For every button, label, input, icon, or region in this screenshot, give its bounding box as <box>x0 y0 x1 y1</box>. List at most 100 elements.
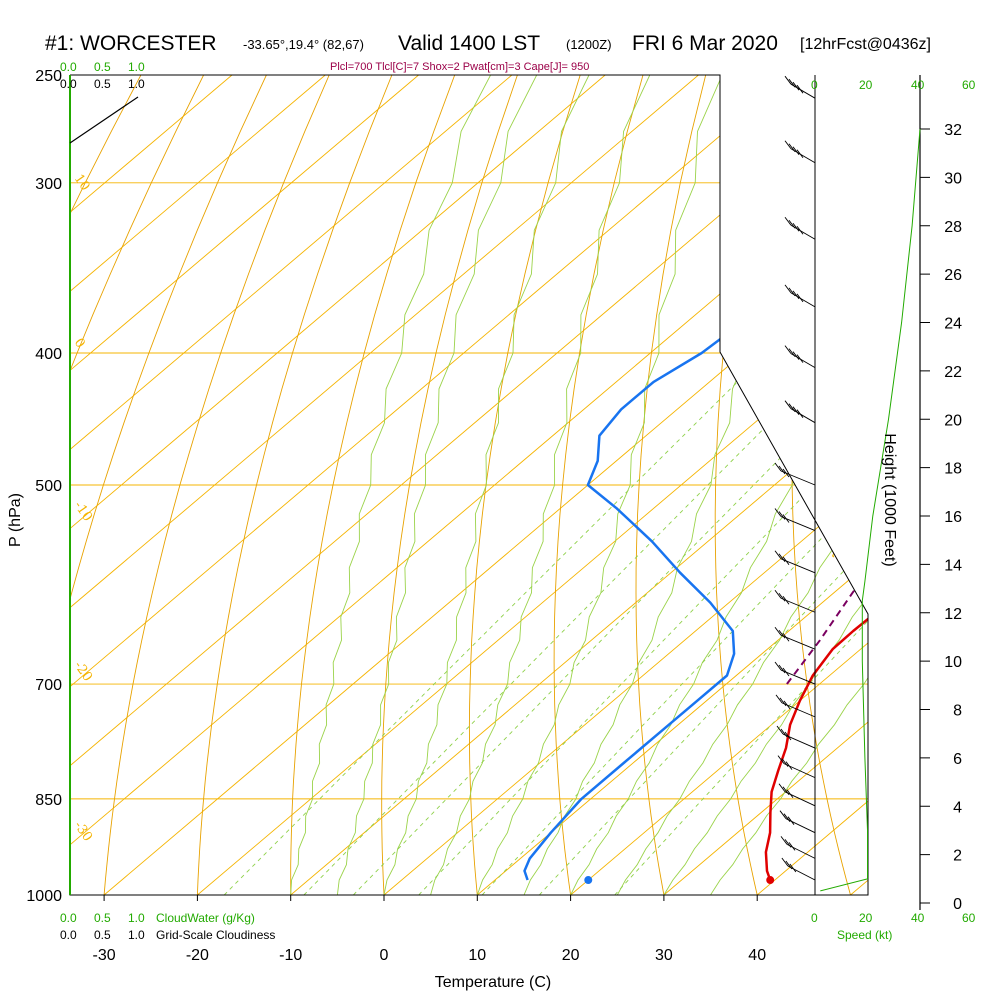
valid-date: FRI 6 Mar 2020 <box>632 32 778 55</box>
mixing-ratio-20 <box>614 352 868 895</box>
cloud-scale-top: 0.0 0.5 1.0 0.0 0.5 1.0 <box>60 60 145 91</box>
mixing-ratio-3 <box>353 352 868 895</box>
barb-flag <box>792 406 800 415</box>
barb-flag <box>774 550 782 560</box>
temperature-line <box>764 97 868 881</box>
barb-flag <box>792 146 800 156</box>
cloudiness-label: Grid-Scale Cloudiness <box>156 928 275 942</box>
barb-flag <box>786 789 794 799</box>
valid-time: Valid 1400 LST <box>398 32 540 55</box>
speed-bottom-0: 0 <box>811 911 818 925</box>
height-tick-22: 22 <box>944 364 962 381</box>
wind-barb <box>781 857 816 881</box>
station-coords: -33.65°,19.4° (82,67) <box>243 37 364 52</box>
moist-adiabat--5 <box>336 75 538 895</box>
wind-barb <box>774 550 816 574</box>
wind-barb <box>774 589 816 613</box>
mixing-ratio-12 <box>538 352 868 895</box>
mixing-ratio-label: 20 <box>609 892 631 914</box>
wind-barb <box>784 345 816 369</box>
cloud-tick-green-1: 0.5 <box>94 60 111 74</box>
barb-flag <box>778 511 786 520</box>
dry-adiabat-50 <box>791 75 851 895</box>
wind-barb <box>774 462 816 486</box>
barb-flag <box>778 465 786 475</box>
moist-adiabat-5 <box>430 75 651 895</box>
barb-staff <box>786 843 816 859</box>
cloudiness-btick-1: 0.5 <box>94 928 111 942</box>
barb-flag <box>796 354 804 363</box>
x-tick-0: 0 <box>380 947 389 964</box>
dry-adiabat--20 <box>196 75 393 895</box>
surface-dewpoint-point <box>584 876 593 885</box>
sounding-profiles <box>523 97 868 885</box>
speed-scale: 0 20 40 60 0 20 40 60 Speed (kt) <box>811 78 976 942</box>
mixing-ratio-label: 12 <box>534 892 556 914</box>
barb-flag <box>774 626 782 636</box>
stability-indices: Plcl=700 Tlcl[C]=7 Shox=2 Pwat[cm]=3 Cap… <box>330 61 589 73</box>
barb-flag <box>783 700 791 710</box>
barb-flag <box>780 836 788 845</box>
moist-adiabat-0 <box>383 75 590 895</box>
dry-adiabat--50 <box>70 75 205 895</box>
height-tick-0: 0 <box>953 896 962 913</box>
barb-flag <box>778 664 786 674</box>
barb-flag <box>782 667 790 677</box>
x-tick--30: -30 <box>93 947 116 964</box>
barb-flag <box>778 553 786 563</box>
speed-bottom-40: 40 <box>911 911 925 925</box>
barb-flag <box>788 287 796 297</box>
speed-profile-line <box>820 128 921 892</box>
barb-flag <box>792 351 800 360</box>
surface-temp-point <box>766 876 775 885</box>
cloud-tick-green-2: 1.0 <box>128 60 145 74</box>
barb-staff <box>787 865 816 881</box>
cloudiness-trace <box>69 96 139 144</box>
speed-top-20: 20 <box>859 78 873 92</box>
mixing-ratio-label: 8 <box>477 899 494 915</box>
moist-adiabat-30 <box>663 75 868 895</box>
mixing-ratio-2 <box>303 352 840 895</box>
barb-flag <box>776 725 784 735</box>
isotherm--10 <box>290 75 868 895</box>
barb-flag <box>779 810 787 819</box>
barb-flag <box>784 839 792 848</box>
isotherm--100 <box>70 75 419 895</box>
height-tick-12: 12 <box>944 606 962 623</box>
barb-flag <box>792 222 800 232</box>
pressure-tick-1000: 1000 <box>26 888 62 905</box>
height-tick-10: 10 <box>944 654 962 671</box>
barb-staff <box>785 818 816 834</box>
dry-adiabat--30 <box>103 75 330 895</box>
cloudwater-label: CloudWater (g/Kg) <box>156 911 255 925</box>
barb-flag <box>796 225 804 235</box>
mixing-ratio-label: 3 <box>348 899 365 915</box>
wind-barb <box>778 783 816 807</box>
barb-flag <box>782 468 790 478</box>
pressure-tick-400: 400 <box>35 346 62 363</box>
isotherm-label: 10 <box>741 362 770 391</box>
barb-flag <box>789 863 797 873</box>
barb-flag <box>774 589 782 599</box>
barb-flag <box>778 783 786 793</box>
x-tick-30: 30 <box>655 947 673 964</box>
barb-flag <box>788 842 796 851</box>
barb-flag <box>782 514 790 523</box>
isotherm-label: 20 <box>785 448 814 477</box>
barb-flag <box>774 661 782 671</box>
barb-flag <box>784 731 792 741</box>
barb-flag <box>782 786 790 796</box>
barb-flag <box>788 403 796 412</box>
isotherm-50 <box>850 75 868 895</box>
speed-top-40: 40 <box>911 78 925 92</box>
barb-flag <box>788 78 796 88</box>
cloud-scale-bottom: 0.0 0.5 1.0 CloudWater (g/Kg) 0.0 0.5 1.… <box>60 911 275 942</box>
left-isotherm-label: -20 <box>71 659 95 685</box>
barb-flag <box>782 595 790 605</box>
dry-adiabat-10 <box>468 75 581 895</box>
isotherm-30 <box>663 75 868 895</box>
x-tick--10: -10 <box>279 947 302 964</box>
isotherm-label: 0 <box>724 227 746 248</box>
barb-flag <box>784 140 792 150</box>
barb-flag <box>774 508 782 517</box>
